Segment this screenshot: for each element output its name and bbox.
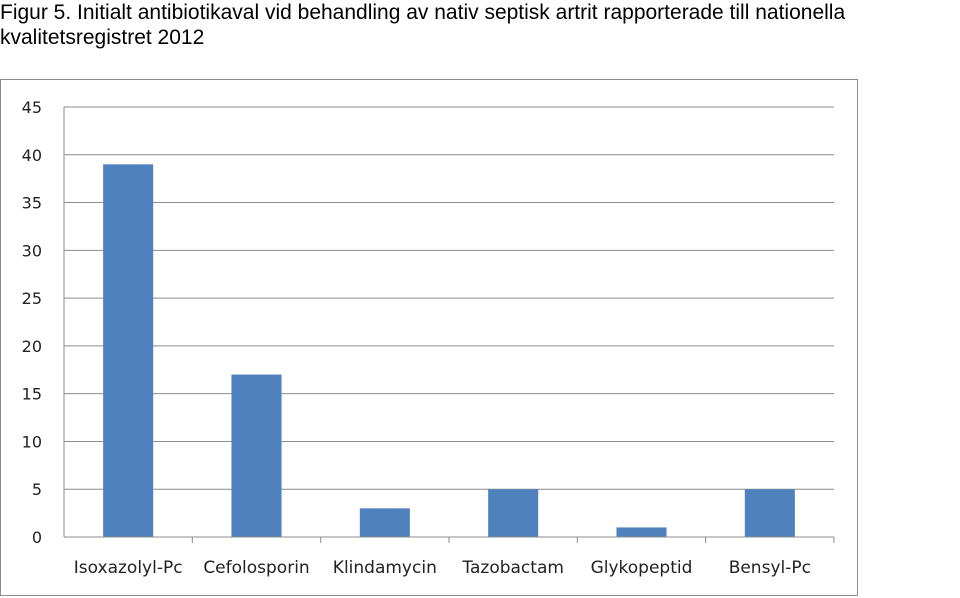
x-category-label: Tazobactam bbox=[461, 558, 564, 578]
bar bbox=[744, 489, 795, 537]
x-category-label: Klindamycin bbox=[333, 558, 437, 578]
figure-caption: Figur 5. Initialt antibiotikaval vid beh… bbox=[0, 0, 960, 50]
bar bbox=[616, 527, 667, 537]
caption-line-1: Figur 5. Initialt antibiotikaval vid beh… bbox=[0, 1, 846, 24]
axes bbox=[63, 107, 835, 543]
y-tick-label: 20 bbox=[22, 337, 42, 356]
bar bbox=[359, 508, 410, 537]
y-tick-label: 45 bbox=[22, 98, 42, 117]
x-category-label: Cefolosporin bbox=[203, 558, 309, 578]
y-tick-label: 40 bbox=[22, 146, 42, 165]
y-tick-labels: 0 5 10 15 20 25 30 35 40 45 bbox=[22, 98, 42, 547]
y-tick-label: 0 bbox=[32, 528, 42, 547]
x-category-label: Bensyl-Pc bbox=[729, 558, 811, 578]
y-tick-label: 15 bbox=[22, 385, 42, 404]
grid-lines bbox=[64, 106, 834, 490]
bar bbox=[103, 164, 154, 537]
x-category-label: Glykopeptid bbox=[591, 558, 693, 578]
x-category-label: Isoxazolyl-Pc bbox=[74, 558, 183, 578]
bars bbox=[103, 164, 795, 537]
y-tick-label: 10 bbox=[22, 432, 42, 451]
y-tick-label: 30 bbox=[22, 241, 42, 260]
y-tick-label: 25 bbox=[22, 289, 42, 308]
caption-line-2: kvalitetsregistret 2012 bbox=[0, 26, 205, 49]
bar bbox=[488, 489, 539, 537]
x-category-labels: Isoxazolyl-Pc Cefolosporin Klindamycin Tazo… bbox=[74, 558, 811, 578]
bar bbox=[231, 374, 282, 537]
bar-chart: 0 5 10 15 20 25 30 35 40 45 Isoxazolyl-Pc Cefolosp… bbox=[22, 98, 835, 578]
y-tick-label: 5 bbox=[32, 480, 42, 499]
y-tick-label: 35 bbox=[22, 194, 42, 213]
